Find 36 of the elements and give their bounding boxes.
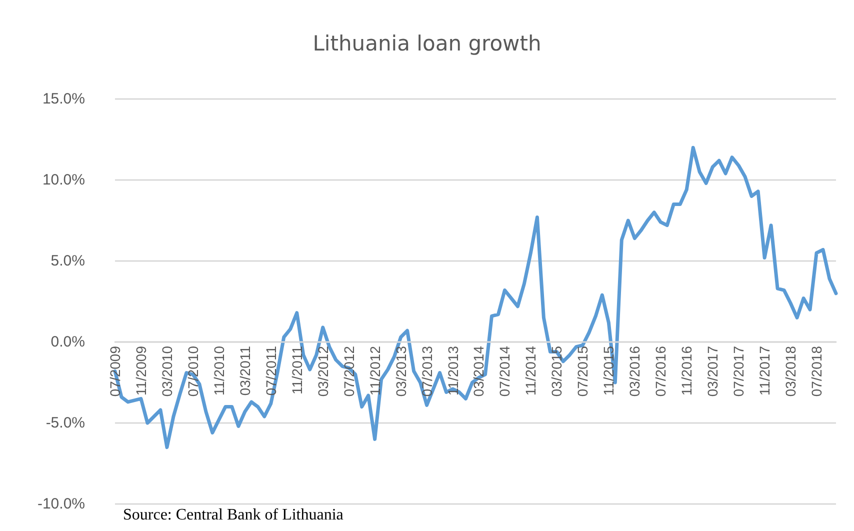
- x-tick-label: 11/2012: [366, 346, 383, 396]
- x-tick-label: 07/2015: [574, 346, 591, 397]
- x-tick-label: 03/2016: [626, 346, 643, 397]
- y-tick-label: -5.0%: [46, 414, 85, 432]
- x-tick-label: 11/2014: [522, 346, 539, 396]
- x-tick-label: 03/2011: [236, 346, 253, 396]
- x-tick-label: 11/2013: [444, 346, 461, 396]
- y-tick-label: -10.0%: [37, 496, 85, 512]
- x-tick-label: 07/2017: [730, 346, 747, 397]
- x-tick-label: 11/2010: [210, 346, 227, 396]
- x-tick-label: 07/2013: [418, 346, 435, 397]
- x-tick-label: 11/2009: [132, 346, 149, 396]
- y-tick-label: 15.0%: [42, 90, 85, 108]
- x-tick-label: 03/2015: [548, 346, 565, 397]
- x-tick-label: 07/2014: [496, 346, 513, 397]
- x-tick-label: 03/2018: [782, 346, 799, 397]
- x-tick-label: 11/2016: [678, 346, 695, 396]
- x-tick-label: 11/2011: [288, 346, 305, 395]
- x-tick-label: 07/2018: [808, 346, 825, 397]
- x-tick-label: 07/2010: [184, 346, 201, 397]
- x-tick-label: 07/2011: [262, 346, 279, 396]
- x-tick-label: 07/2012: [340, 346, 357, 397]
- x-tick-label: 07/2016: [652, 346, 669, 397]
- x-tick-label: 03/2013: [392, 346, 409, 397]
- y-tick-label: 5.0%: [50, 252, 85, 270]
- x-tick-label: 11/2017: [756, 346, 773, 396]
- chart-title: Lithuania loan growth: [312, 32, 542, 56]
- x-tick-label: 07/2009: [107, 346, 123, 397]
- x-tick-label: 03/2014: [470, 346, 487, 397]
- y-tick-label: 0.0%: [50, 334, 85, 350]
- y-tick-label: 10.0%: [42, 172, 85, 188]
- x-tick-label: 11/2015: [600, 346, 617, 396]
- x-tick-label: 03/2010: [158, 346, 175, 397]
- source-note: Source: Central Bank of Lithuania: [123, 506, 344, 524]
- x-tick-label: 03/2012: [314, 346, 331, 397]
- x-tick-label: 03/2017: [704, 346, 721, 397]
